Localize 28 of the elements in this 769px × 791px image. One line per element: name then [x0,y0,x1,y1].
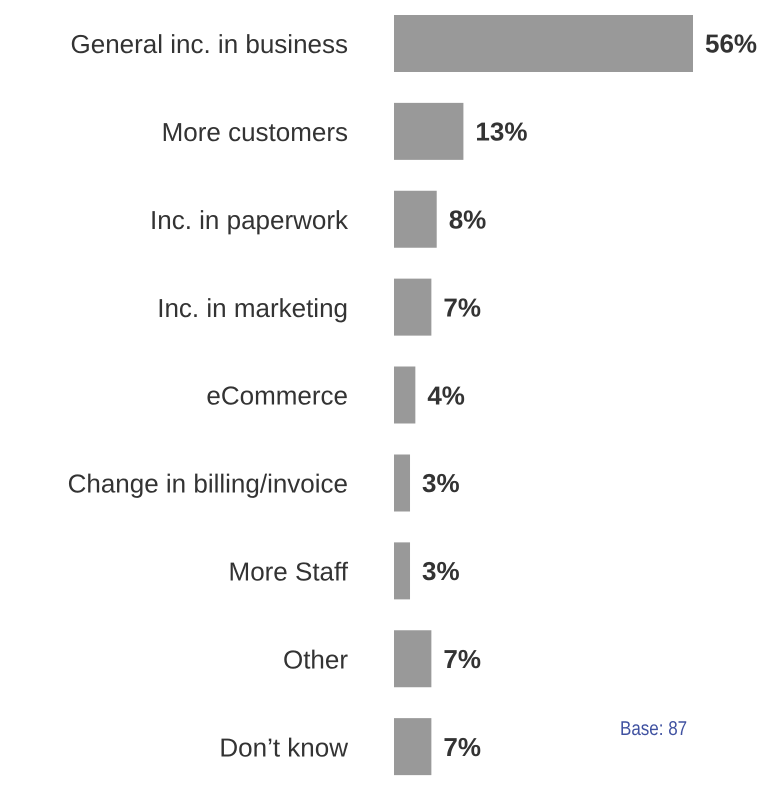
y-tick-label: More customers [162,117,348,148]
y-tick-label: Change in billing/invoice [68,468,348,499]
data-label: 4% [427,380,465,410]
y-tick-label: General inc. in business [70,29,348,60]
bar [394,15,693,72]
y-tick-label: Inc. in marketing [157,292,348,323]
bar [394,454,410,512]
y-tick-label: eCommerce [206,380,348,411]
data-label: 7% [443,292,481,322]
y-tick-label: Inc. in paperwork [150,204,349,235]
bar [394,542,410,600]
data-label: 3% [422,556,460,586]
bar [394,102,464,160]
data-label: 56% [705,28,758,59]
bar [394,278,432,336]
data-label: 13% [475,116,528,147]
bar [394,366,416,424]
bar [394,630,432,688]
y-tick-label: Other [282,644,348,674]
y-tick-label: Don’t know [219,732,348,762]
data-label: 7% [443,644,481,674]
data-label: 3% [422,468,460,498]
annotation: Base: 87 [620,718,688,741]
data-label: 7% [443,732,481,762]
data-label: 8% [448,204,486,235]
bar [394,190,437,248]
y-tick-label: More Staff [228,556,349,587]
bar [394,718,432,776]
